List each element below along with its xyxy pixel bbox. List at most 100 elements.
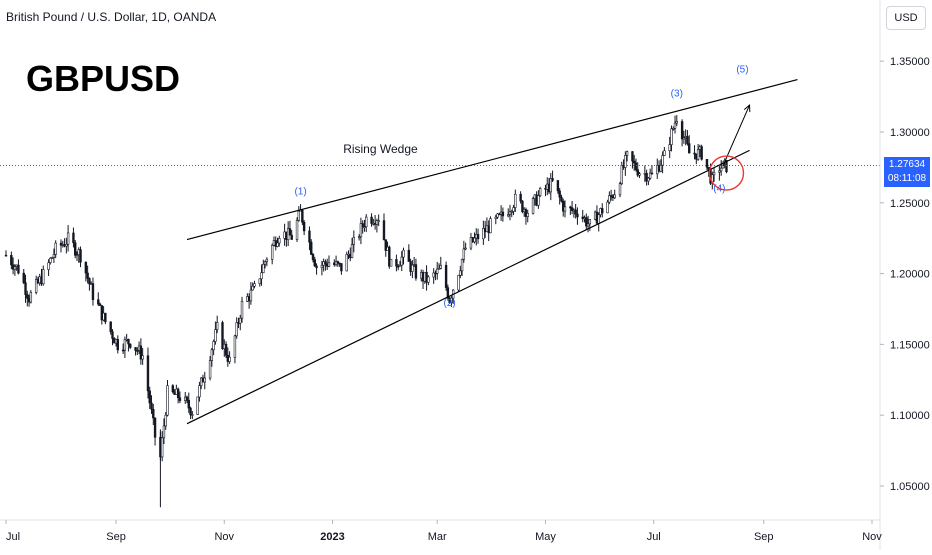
candle-body [74, 242, 77, 256]
candle-body [129, 343, 132, 348]
candle-body [588, 219, 592, 225]
candle-body [24, 282, 27, 295]
wave-label[interactable]: (2) [444, 298, 456, 309]
candle-body [462, 248, 466, 260]
candle-body [162, 425, 166, 439]
candle-body [152, 409, 155, 419]
price-tick-label: 1.05000 [890, 481, 930, 493]
candle-body [276, 242, 279, 247]
candle-body [407, 249, 411, 262]
candle-body [377, 220, 380, 222]
candle-body [196, 396, 199, 415]
candle-body [336, 261, 340, 264]
candle-body [512, 207, 515, 212]
last-price-value: 1.27634 [888, 159, 926, 171]
candle-body [164, 414, 167, 427]
time-tick-label: Jul [647, 531, 661, 543]
time-axis[interactable]: Jul Sep Nov 2023 Mar May Jul Sep Nov [0, 519, 882, 543]
wave-label[interactable]: (5) [736, 64, 748, 75]
candle-body [59, 242, 63, 246]
candle-body [526, 213, 529, 217]
candle-body [134, 347, 137, 351]
candle-body [700, 146, 703, 160]
highlight-circle[interactable] [708, 155, 745, 191]
candle-body [670, 128, 673, 145]
candle-body [297, 210, 301, 221]
candle-body [645, 172, 648, 182]
candle-body [116, 339, 119, 351]
arrow-head [743, 104, 751, 113]
candle-body [365, 216, 368, 227]
candle-body [457, 275, 460, 291]
candle-body [79, 249, 82, 263]
time-tick-label: Nov [862, 531, 882, 543]
candle-body [631, 151, 634, 162]
currency-button[interactable]: USD [886, 6, 926, 30]
candle-body [675, 121, 678, 124]
candle-body [436, 268, 439, 274]
candle-body [395, 259, 398, 267]
candle-body [402, 249, 405, 258]
candle-body [265, 258, 269, 263]
candle-body [54, 242, 57, 255]
candle-body [682, 137, 686, 140]
candle-body [160, 437, 164, 458]
time-tick-label: Nov [214, 531, 234, 543]
candle-body [501, 211, 505, 217]
price-tick-label: 1.30000 [890, 127, 930, 139]
wedge-upper-line[interactable] [186, 78, 798, 241]
candle-body [625, 151, 629, 156]
candle-body [29, 292, 33, 303]
candle-body [171, 385, 175, 393]
wave-label[interactable]: (3) [671, 89, 683, 100]
candle-body [521, 200, 524, 213]
candle-body [302, 221, 306, 232]
candle-body [278, 238, 281, 244]
candle-body [576, 213, 579, 218]
candle-body [47, 262, 50, 270]
candle-body [109, 321, 112, 332]
wedge-lower-line[interactable] [186, 149, 750, 425]
price-tick-label: 1.10000 [890, 410, 930, 422]
candle-body [189, 407, 192, 416]
candle-body [482, 228, 485, 240]
candle-body [66, 232, 70, 245]
candle-body [414, 264, 418, 279]
candle-body [345, 254, 348, 272]
candle-body [570, 207, 574, 211]
candle-body [10, 255, 13, 266]
candle-body [208, 360, 212, 379]
candle-body [310, 241, 313, 255]
candle-body [148, 390, 151, 404]
candle-body [359, 223, 363, 238]
candle-body [49, 257, 52, 263]
candle-body [72, 232, 75, 244]
candle-body [52, 254, 56, 258]
candle-body [221, 322, 224, 349]
wedge-label[interactable]: Rising Wedge [343, 142, 418, 156]
candle-body [384, 239, 387, 251]
candle-body [563, 206, 567, 212]
candle-body [560, 196, 563, 202]
candle-body [551, 178, 554, 181]
candle-body [469, 237, 473, 249]
candle-body [411, 264, 414, 272]
candle-body [537, 195, 540, 206]
candle-body [686, 136, 689, 144]
candle-body [288, 228, 292, 236]
price-axis[interactable]: 1.35000 1.30000 1.25000 1.20000 1.15000 1.100… [879, 0, 930, 550]
candle-body [153, 417, 157, 438]
candle-body [13, 266, 17, 270]
wave-label[interactable]: (1) [294, 186, 306, 197]
candle-body [363, 226, 366, 228]
candle-body [233, 335, 237, 358]
candle-body [439, 264, 442, 269]
candle-body [432, 272, 435, 278]
candle-body [427, 276, 430, 283]
price-tick-label: 1.25000 [890, 198, 930, 210]
chart-title: GBPUSD [26, 58, 181, 99]
candle-body [295, 220, 299, 240]
candle-body [136, 350, 139, 352]
